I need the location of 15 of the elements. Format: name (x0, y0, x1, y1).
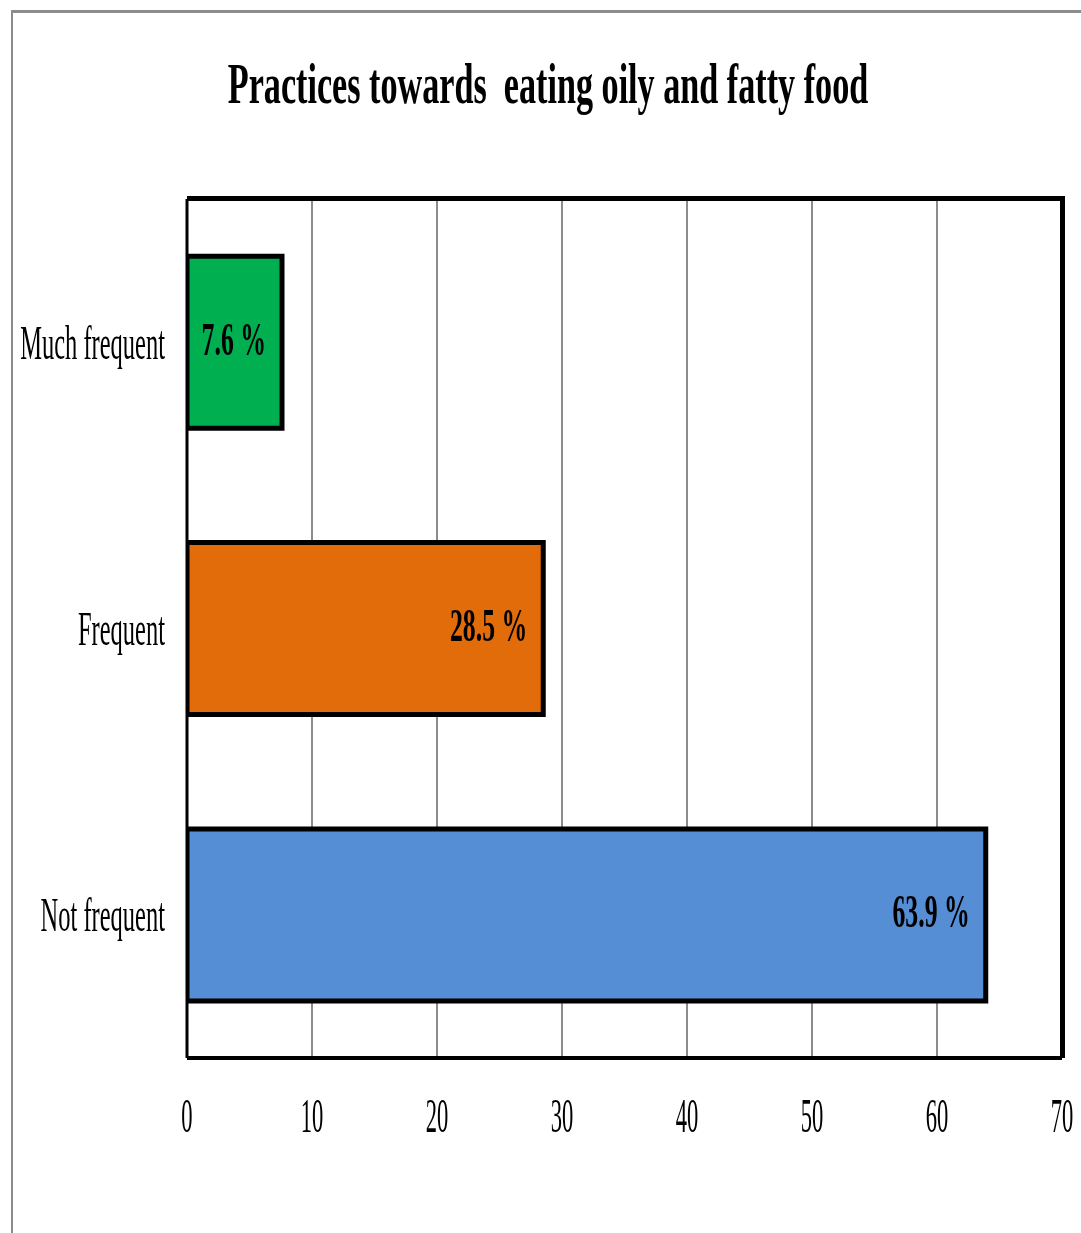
data-label: 7.6 % (201, 313, 266, 365)
x-tick-label: 40 (675, 1089, 699, 1143)
x-tick-label: 0 (181, 1089, 193, 1143)
data-label: 28.5 % (450, 600, 528, 651)
x-tick-label: 70 (1050, 1089, 1074, 1143)
x-tick-label: 20 (425, 1089, 449, 1143)
x-tick-label: 10 (300, 1089, 324, 1143)
x-tick-label: 30 (550, 1089, 574, 1143)
chart-title: Practices towards eating oily and fatty food (227, 52, 869, 117)
data-label: 63.9 % (892, 886, 970, 938)
x-tick-label: 60 (925, 1089, 949, 1143)
y-tick-label: Not frequent (40, 888, 166, 942)
x-tick-label: 50 (800, 1089, 824, 1143)
y-tick-label: Frequent (77, 602, 166, 655)
y-tick-label: Much frequent (20, 315, 166, 369)
